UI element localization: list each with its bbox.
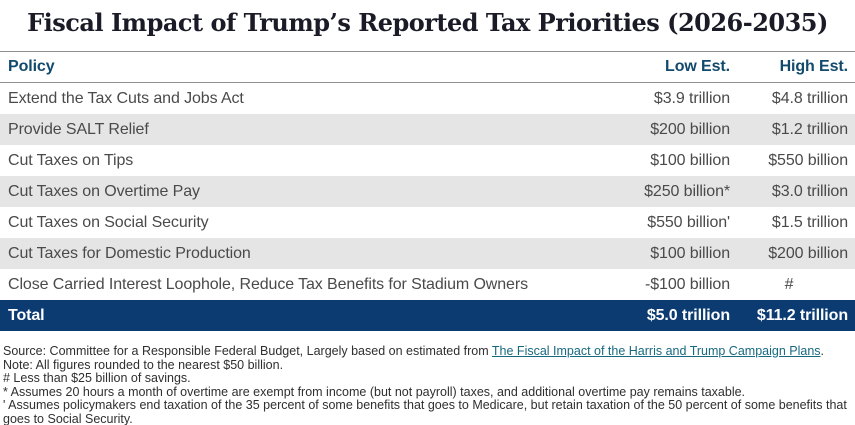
policy-cell: Close Carried Interest Loophole, Reduce … [8,275,528,293]
low-est-cell: $100 billion [650,151,730,169]
source-text: Source: Committee for a Responsible Fede… [3,344,492,358]
apostrophe-footnote: ' Assumes policymakers end taxation of t… [3,398,847,425]
policy-cell: Extend the Tax Cuts and Jobs Act [8,89,244,107]
table-row: Cut Taxes on Tips $100 billion $550 bill… [0,145,855,176]
low-est-cell: $100 billion [650,244,730,262]
high-est-cell: $1.2 trillion [771,120,848,138]
source-period: . [820,344,825,358]
footnotes: Source: Committee for a Responsible Fede… [0,344,855,425]
column-header-low-est: Low Est. [665,58,730,75]
high-est-cell: $550 billion [768,151,848,169]
table-row: Close Carried Interest Loophole, Reduce … [0,269,855,300]
tax-priorities-table: Policy Low Est. High Est. Extend the Tax… [0,51,855,331]
table-row: Cut Taxes for Domestic Production $100 b… [0,238,855,269]
policy-cell: Cut Taxes on Overtime Pay [8,182,200,200]
note-line: Note: All figures rounded to the nearest… [3,357,284,372]
high-est-cell: $4.8 trillion [771,89,848,107]
table-header-row: Policy Low Est. High Est. [0,52,855,83]
low-est-cell: $550 billion' [647,213,730,231]
page-title: Fiscal Impact of Trump’s Reported Tax Pr… [27,8,828,37]
high-est-cell: $3.0 trillion [771,182,848,200]
hash-footnote: # Less than $25 billion of savings. [3,371,191,385]
total-low-est: $5.0 trillion [646,306,730,324]
policy-cell: Cut Taxes for Domestic Production [8,244,251,262]
high-est-cell: # [784,275,794,293]
low-est-cell: $3.9 trillion [653,89,730,107]
table-row: Provide SALT Relief $200 billion $1.2 tr… [0,114,855,145]
low-est-cell: $250 billion* [644,182,730,200]
policy-cell: Cut Taxes on Tips [8,151,134,169]
low-est-cell: $200 billion [650,120,730,138]
asterisk-footnote: * Assumes 20 hours a month of overtime a… [3,384,746,399]
table-row: Cut Taxes on Overtime Pay $250 billion* … [0,176,855,207]
source-link[interactable]: The Fiscal Impact of the Harris and Trum… [491,344,821,358]
policy-cell: Provide SALT Relief [8,120,149,138]
table-row: Extend the Tax Cuts and Jobs Act $3.9 tr… [0,83,855,114]
column-header-high-est: High Est. [779,58,849,75]
total-high-est: $11.2 trillion [756,306,848,324]
total-label: Total [8,306,45,324]
high-est-cell: $1.5 trillion [771,213,848,231]
source-line: Source: Committee for a Responsible Fede… [3,344,851,359]
column-header-policy: Policy [8,58,55,75]
low-est-cell: -$100 billion [645,275,730,293]
policy-cell: Cut Taxes on Social Security [8,213,209,231]
table-row: Cut Taxes on Social Security $550 billio… [0,207,855,238]
table-total-row: Total $5.0 trillion $11.2 trillion [0,300,855,331]
high-est-cell: $200 billion [768,244,848,262]
